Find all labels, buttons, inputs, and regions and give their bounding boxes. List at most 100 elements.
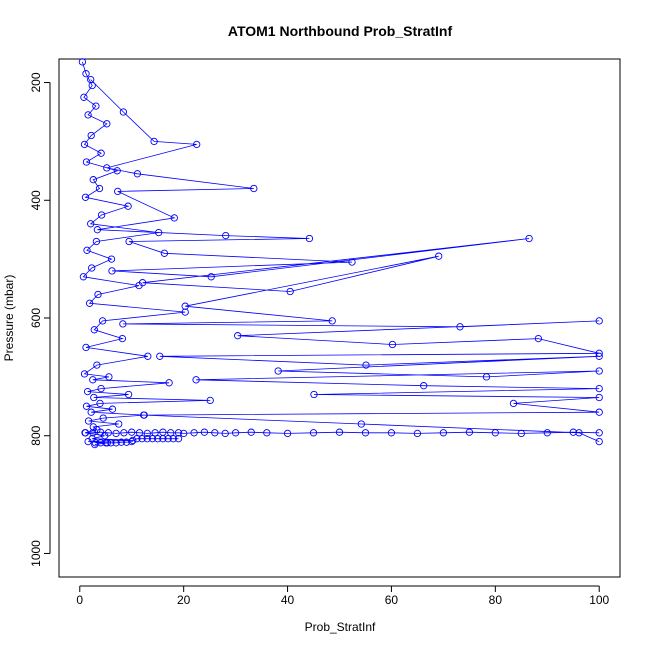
data-point [117, 438, 125, 446]
x-tick-label: 20 [177, 593, 191, 607]
data-point [160, 249, 169, 257]
data-point [87, 75, 95, 84]
data-point [456, 323, 464, 331]
series-layer [78, 58, 603, 449]
data-point [167, 429, 175, 437]
data-point [543, 429, 551, 437]
data-point [99, 414, 107, 422]
data-point [200, 428, 209, 436]
data-point [193, 140, 201, 149]
data-point [151, 429, 159, 437]
data-point [159, 435, 167, 443]
data-point [482, 373, 491, 381]
data-point [144, 352, 152, 360]
data-point [263, 429, 271, 437]
data-point [80, 370, 89, 378]
data-point [103, 120, 111, 128]
data-point [102, 439, 110, 447]
data-point [517, 429, 525, 438]
data-point [181, 308, 189, 316]
y-tick-label: 600 [29, 308, 43, 328]
data-point [190, 429, 198, 437]
data-point [87, 131, 95, 140]
data-point [83, 246, 91, 254]
data-point [328, 317, 336, 325]
data-point [96, 439, 105, 447]
data-point [286, 287, 294, 296]
data-point [97, 211, 106, 219]
x-tick-label: 0 [76, 593, 83, 607]
data-point [595, 367, 603, 375]
y-axis: 200 400 600 800 1000 [29, 72, 51, 567]
data-point [525, 234, 533, 243]
data-point [206, 396, 214, 405]
data-point [124, 202, 132, 210]
data-point [143, 429, 151, 438]
data-point [169, 435, 177, 443]
data-point [174, 435, 183, 443]
x-tick-label: 60 [385, 593, 399, 607]
data-point [595, 437, 603, 446]
data-point [80, 93, 88, 101]
data-point [89, 176, 97, 184]
x-axis: 0 20 40 60 80 100 [76, 585, 610, 607]
series-1 [87, 75, 603, 446]
data-point [95, 184, 104, 193]
data-point [88, 264, 96, 272]
data-point [435, 252, 443, 260]
data-point [93, 361, 101, 369]
data-point [138, 279, 147, 287]
data-point [362, 361, 370, 369]
data-point [125, 237, 133, 246]
data-point [124, 390, 133, 399]
data-point [133, 170, 142, 178]
data-point [114, 187, 122, 196]
data-point [133, 435, 141, 443]
data-point [283, 429, 292, 438]
data-point [83, 387, 92, 396]
data-point [107, 439, 115, 447]
data-point [413, 429, 422, 438]
data-point [174, 429, 183, 437]
data-point [595, 408, 603, 416]
y-tick-label: 1000 [29, 540, 43, 567]
data-point [82, 402, 91, 410]
data-point [84, 437, 92, 446]
data-point [97, 149, 105, 157]
data-point [98, 317, 107, 325]
data-point [105, 373, 113, 381]
data-point [128, 428, 136, 436]
data-point [93, 226, 102, 234]
data-point [96, 428, 105, 436]
x-tick-label: 40 [281, 593, 295, 607]
data-point [90, 326, 98, 334]
data-point [79, 273, 88, 281]
x-tick-label: 100 [589, 593, 609, 607]
data-point [135, 429, 144, 437]
data-point [84, 417, 93, 425]
data-point [91, 439, 100, 447]
data-point [140, 411, 148, 419]
data-point [148, 435, 157, 443]
data-point [108, 405, 117, 413]
data-point [595, 317, 603, 325]
data-point [92, 102, 100, 110]
data-point [156, 352, 164, 360]
data-point [165, 379, 173, 387]
data-point [92, 237, 101, 246]
data-point [310, 390, 318, 399]
data-point [595, 429, 603, 437]
data-point [78, 58, 87, 66]
data-point [534, 334, 543, 343]
data-point [82, 343, 90, 352]
data-point [361, 429, 370, 437]
data-point [335, 428, 344, 436]
data-point [388, 340, 397, 349]
data-point [221, 429, 229, 438]
data-point [96, 399, 104, 408]
data-point [112, 439, 120, 447]
data-point [247, 428, 255, 436]
data-point [138, 435, 146, 443]
data-point [305, 234, 314, 243]
y-axis-label: Pressure (mbar) [2, 275, 16, 362]
